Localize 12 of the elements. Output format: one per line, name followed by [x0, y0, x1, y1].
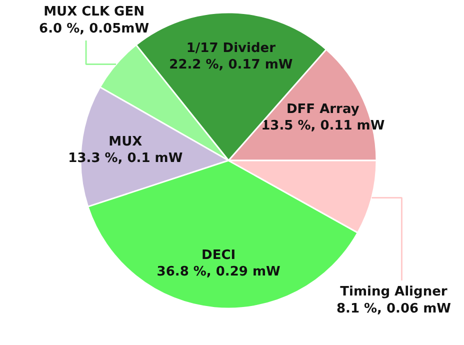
- data-label: 8.1 %, 0.06 mW: [336, 302, 451, 317]
- data-label: 6.0 %, 0.05mW: [39, 22, 150, 37]
- slice-label: 1/17 Divider: [186, 41, 276, 56]
- data-label: 22.2 %, 0.17 mW: [169, 58, 293, 73]
- slice-label: Timing Aligner: [340, 284, 448, 300]
- slice-label: MUX: [108, 134, 142, 150]
- data-label: 13.5 %, 0.11 mW: [261, 118, 385, 134]
- data-label: 36.8 %, 0.29 mW: [156, 264, 280, 280]
- data-label: 13.3 %, 0.1 mW: [68, 150, 183, 166]
- slice-label: DFF Array: [286, 102, 360, 118]
- slice-label: DECI: [202, 248, 236, 263]
- slice-label: MUX CLK GEN: [44, 4, 144, 20]
